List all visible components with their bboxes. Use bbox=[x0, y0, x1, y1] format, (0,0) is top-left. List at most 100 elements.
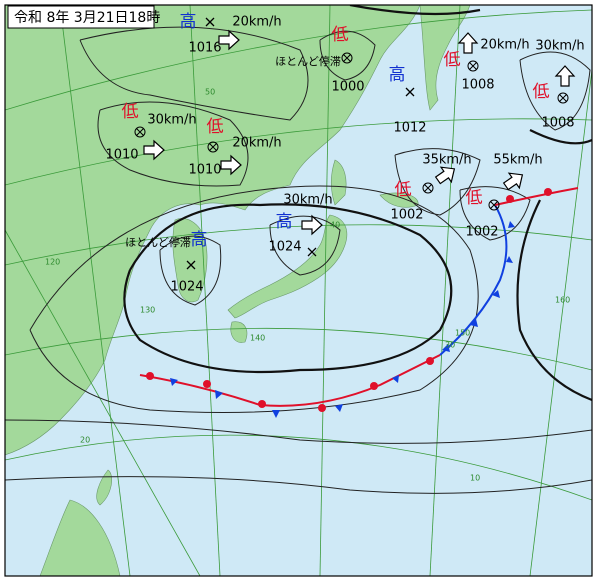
pressure-system: 低 1000 ほとんど停滞 bbox=[275, 25, 364, 95]
grid-labels: 50 40 30 20 10 120 130 140 150 160 bbox=[45, 88, 570, 483]
grid-label: 150 bbox=[455, 329, 470, 338]
pressure: 1012 bbox=[393, 121, 426, 136]
cold-front bbox=[439, 204, 508, 356]
pressure-systems: 高101620km/h低1000ほとんど停滞高1012低100820km/h低1… bbox=[105, 12, 584, 295]
motion-arrow bbox=[301, 214, 323, 236]
grid-label: 140 bbox=[250, 334, 265, 343]
frame bbox=[4, 4, 593, 577]
stationary-front bbox=[139, 354, 441, 407]
low-center bbox=[136, 128, 144, 136]
grid-label: 40 bbox=[330, 221, 340, 230]
isobar bbox=[159, 235, 222, 306]
isobar bbox=[29, 185, 479, 413]
lat-lon-grid bbox=[5, 5, 592, 576]
high-center bbox=[205, 17, 215, 27]
grid-line bbox=[5, 327, 592, 371]
motion: 20km/h bbox=[232, 136, 281, 151]
low-center bbox=[341, 52, 353, 64]
low-center bbox=[559, 94, 567, 102]
grid-label: 160 bbox=[555, 296, 570, 305]
grid-label: 10 bbox=[470, 474, 480, 483]
high-center bbox=[405, 87, 415, 97]
motion-arrow bbox=[434, 166, 456, 185]
pressure-system: 低 1008 30km/h bbox=[533, 39, 585, 131]
pressure: 1000 bbox=[331, 80, 364, 95]
isobar bbox=[97, 101, 249, 187]
grid-label: 120 bbox=[45, 258, 60, 267]
isobar bbox=[5, 419, 592, 444]
pressure-system: 高 1024 ほとんど停滞 bbox=[125, 230, 207, 295]
motion: 20km/h bbox=[232, 15, 281, 30]
grid-line bbox=[429, 5, 461, 576]
isobar bbox=[459, 186, 531, 241]
system-kind: 高 bbox=[276, 212, 293, 232]
isobars bbox=[5, 5, 592, 494]
grid-line bbox=[5, 9, 592, 111]
grid-line bbox=[5, 224, 592, 266]
low-center bbox=[134, 126, 146, 138]
grid-label: 20 bbox=[80, 436, 90, 445]
isobar bbox=[123, 203, 453, 374]
motion-arrow bbox=[457, 32, 479, 54]
motion: ほとんど停滞 bbox=[125, 235, 191, 249]
system-kind: 低 bbox=[533, 82, 550, 102]
grid-label: 130 bbox=[140, 306, 155, 315]
low-center bbox=[424, 184, 432, 192]
system-kind: 低 bbox=[332, 25, 349, 45]
low-center bbox=[469, 62, 477, 70]
isobar bbox=[519, 51, 591, 131]
system-kind: 高 bbox=[389, 65, 406, 85]
motion: 30km/h bbox=[283, 193, 332, 208]
system-kind: 低 bbox=[466, 188, 483, 208]
grid-line bbox=[5, 434, 592, 501]
isobar bbox=[319, 30, 376, 81]
pressure-system: 高 1024 30km/h bbox=[268, 193, 333, 257]
motion: 35km/h bbox=[422, 153, 471, 168]
grid-line bbox=[5, 118, 592, 186]
pressure: 1002 bbox=[390, 208, 423, 223]
motion-arrow bbox=[220, 154, 242, 176]
isobar bbox=[79, 26, 309, 121]
pressure: 1024 bbox=[170, 280, 203, 295]
fronts bbox=[139, 187, 579, 418]
isobar bbox=[349, 5, 592, 145]
low-center bbox=[209, 143, 217, 151]
isobar bbox=[269, 215, 341, 276]
grid-line bbox=[529, 69, 592, 576]
low-center bbox=[490, 201, 498, 209]
pressure-system: 高 1012 bbox=[389, 65, 427, 136]
system-kind: 高 bbox=[191, 230, 208, 250]
low-center bbox=[467, 60, 479, 72]
low-center bbox=[557, 92, 569, 104]
title-box bbox=[7, 5, 155, 29]
high-center bbox=[186, 260, 196, 270]
grid-label: 50 bbox=[205, 88, 215, 97]
low-center bbox=[207, 141, 219, 153]
system-kind: 高 bbox=[180, 12, 197, 32]
front-symbols bbox=[170, 221, 515, 418]
isobar bbox=[5, 476, 592, 494]
pressure-system: 低 1010 30km/h bbox=[105, 102, 196, 163]
pressure: 1002 bbox=[465, 225, 498, 240]
land bbox=[5, 5, 471, 576]
isobar bbox=[516, 199, 592, 402]
motion: ほとんど停滞 bbox=[275, 54, 341, 68]
pressure: 1008 bbox=[461, 78, 494, 93]
front-symbols bbox=[146, 188, 552, 412]
motion-arrow bbox=[554, 65, 576, 87]
pressure-system: 低 1002 35km/h bbox=[390, 153, 471, 223]
high-center bbox=[307, 247, 317, 257]
motion-arrow bbox=[502, 172, 524, 191]
motion: 30km/h bbox=[535, 39, 584, 54]
grid-label: 30 bbox=[445, 341, 455, 350]
motion-arrow bbox=[143, 139, 165, 161]
system-kind: 低 bbox=[444, 50, 461, 70]
system-kind: 低 bbox=[122, 102, 139, 122]
low-center bbox=[343, 54, 351, 62]
system-kind: 低 bbox=[395, 180, 412, 200]
pressure-system: 低 1002 55km/h bbox=[465, 153, 542, 240]
pressure: 1008 bbox=[541, 116, 574, 131]
